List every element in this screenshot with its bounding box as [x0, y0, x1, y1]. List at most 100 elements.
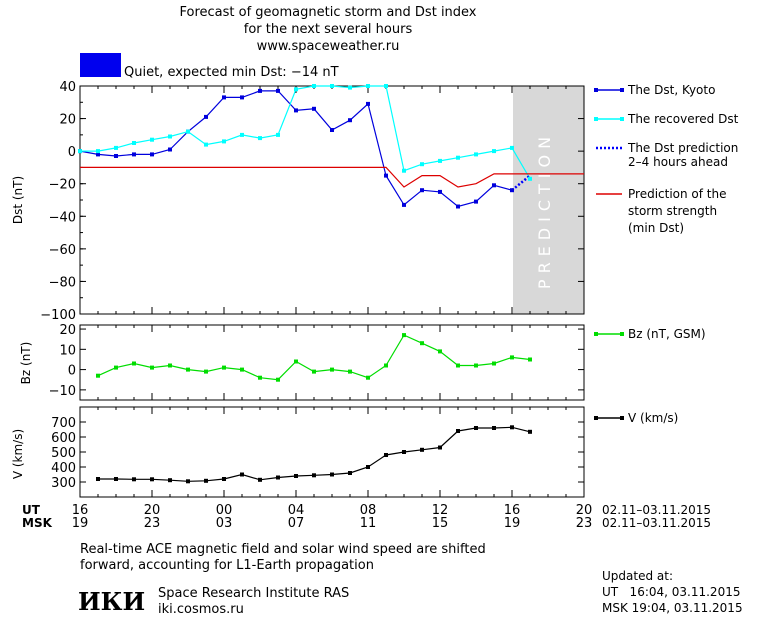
data-point-v-0: [204, 478, 208, 483]
ut-tick-label: 16: [504, 503, 521, 518]
data-point-v-0: [438, 445, 442, 450]
series-line-dst-1: [80, 85, 531, 180]
y-tick-label-dst: 0: [68, 145, 76, 160]
updated-ut: UT 16:04, 03.11.2015: [602, 585, 740, 599]
data-point-bz-0: [276, 377, 280, 382]
data-point-bz-0: [240, 367, 244, 372]
data-point-dst-0: [204, 114, 208, 119]
data-point-v-0: [258, 477, 262, 482]
data-point-dst-1: [330, 84, 334, 88]
axis-ticks: 40200−20−40−60−80−10020100−1070060050040…: [40, 80, 592, 531]
y-tick-label-bz: 10: [59, 343, 76, 358]
ut-tick-label: 08: [360, 503, 377, 518]
y-tick-label-dst: −40: [49, 210, 76, 225]
data-point-dst-1: [96, 149, 100, 154]
data-point-dst-1: [438, 158, 442, 163]
data-point-dst-0: [348, 118, 352, 123]
data-point-dst-0: [276, 88, 280, 93]
data-point-bz-0: [474, 363, 478, 368]
ut-tick-label: 00: [216, 503, 233, 518]
data-point-dst-0: [402, 202, 406, 207]
ut-tick-label: 16: [72, 503, 89, 518]
data-point-dst-1: [276, 132, 280, 137]
data-point-dst-1: [186, 129, 190, 134]
ut-label: UT: [22, 503, 41, 517]
data-point-v-0: [510, 425, 514, 430]
data-point-v-0: [276, 475, 280, 480]
y-tick-label-dst: −60: [49, 243, 76, 258]
data-point-v-0: [114, 477, 118, 481]
data-point-bz-0: [330, 367, 334, 372]
data-point-dst-1: [474, 152, 478, 157]
y-tick-label-v: 600: [51, 431, 76, 446]
data-point-dst-1: [348, 85, 352, 90]
note-line1: Real-time ACE magnetic field and solar w…: [80, 542, 486, 557]
data-point-v-0: [330, 472, 334, 477]
v-y-axis-label: V (km/s): [11, 429, 25, 479]
data-point-bz-0: [294, 359, 298, 364]
data-point-v-0: [240, 472, 244, 477]
data-point-dst-0: [96, 152, 100, 157]
msk-tick-label: 03: [216, 516, 233, 531]
legend-v: V (km/s): [628, 411, 678, 425]
note-line2: forward, accounting for L1-Earth propaga…: [80, 558, 374, 573]
msk-tick-label: 19: [72, 516, 89, 531]
msk-tick-label: 23: [144, 516, 161, 531]
data-point-v-0: [96, 477, 100, 481]
updated-label: Updated at:: [602, 569, 673, 583]
data-point-dst-1: [222, 139, 226, 144]
legend-storm-line1: Prediction of the: [628, 187, 727, 201]
data-point-bz-0: [402, 333, 406, 338]
msk-tick-label: 23: [576, 516, 593, 531]
msk-label: MSK: [22, 516, 53, 530]
data-point-v-0: [186, 479, 190, 484]
data-point-dst-0: [168, 147, 172, 152]
iki-logo: ИКИ: [78, 587, 145, 616]
data-point-bz-0: [492, 361, 496, 366]
data-point-bz-0: [420, 341, 424, 346]
data-point-bz-0: [132, 361, 136, 366]
data-point-dst-1: [384, 84, 388, 88]
data-point-bz-0: [312, 369, 316, 374]
status-color-box: [80, 53, 121, 77]
data-point-bz-0: [258, 375, 262, 380]
data-point-bz-0: [114, 365, 118, 370]
data-point-bz-0: [96, 373, 100, 378]
data-point-bz-0: [528, 357, 532, 362]
y-tick-label-bz: 20: [59, 323, 76, 338]
data-point-dst-1: [366, 84, 370, 88]
data-point-dst-0: [438, 189, 442, 194]
data-point-dst-0: [132, 152, 136, 157]
data-point-dst-0: [240, 95, 244, 100]
msk-tick-label: 19: [504, 516, 521, 531]
data-point-dst-1: [204, 142, 208, 147]
data-point-dst-0: [330, 128, 334, 132]
data-point-dst-1: [78, 149, 82, 154]
date-range-msk: 02.11–03.11.2015: [602, 516, 711, 530]
legend-dst-prediction-line1: The Dst prediction: [627, 141, 738, 155]
data-point-dst-0: [294, 108, 298, 113]
data-point-v-0: [312, 473, 316, 478]
data-point-bz-0: [204, 369, 208, 374]
site-url: www.spaceweather.ru: [257, 39, 400, 54]
y-tick-label-bz: −10: [49, 384, 76, 399]
data-point-v-0: [384, 453, 388, 457]
data-point-v-0: [402, 450, 406, 454]
legend-storm-line3: (min Dst): [628, 221, 684, 235]
legend-dst-prediction-line2: 2–4 hours ahead: [628, 155, 728, 169]
data-point-dst-1: [456, 155, 460, 160]
data-point-bz-0: [348, 369, 352, 374]
data-point-v-0: [492, 426, 496, 430]
data-point-dst-1: [420, 162, 424, 167]
institute-name: Space Research Institute RAS: [158, 586, 349, 601]
data-point-dst-1: [114, 145, 118, 150]
data-point-v-0: [456, 429, 460, 433]
data-point-dst-0: [114, 154, 118, 158]
data-point-dst-1: [528, 176, 532, 181]
status-text: Quiet, expected min Dst: −14 nT: [124, 65, 339, 80]
y-tick-label-v: 300: [51, 476, 76, 491]
data-point-bz-0: [456, 363, 460, 368]
legend-storm-line2: storm strength: [628, 204, 717, 218]
y-tick-label-v: 500: [51, 446, 76, 461]
data-point-v-0: [132, 477, 136, 482]
